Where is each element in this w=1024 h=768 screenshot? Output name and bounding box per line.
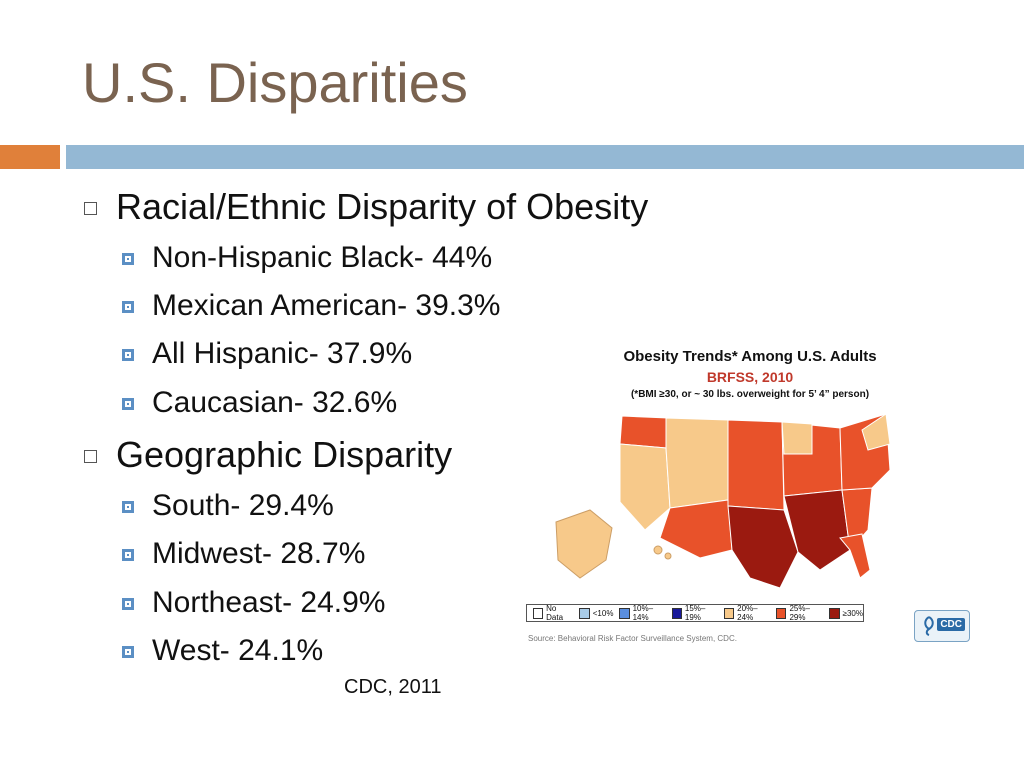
accent-bar-blue <box>66 145 1024 169</box>
square-bullet-icon <box>122 349 134 361</box>
map-title: Obesity Trends* Among U.S. Adults <box>623 348 877 365</box>
map-region-west <box>619 443 671 531</box>
legend-swatch <box>671 607 682 619</box>
list-item-label: West- 24.1% <box>152 634 324 667</box>
legend-item: <10% <box>578 607 614 619</box>
list-item-label: Mexican American- 39.3% <box>152 289 501 322</box>
list-item-label: All Hispanic- 37.9% <box>152 337 413 370</box>
hollow-square-bullet-icon <box>84 202 97 215</box>
legend-item: ≥30% <box>828 607 863 619</box>
citation: CDC, 2011 <box>344 676 442 698</box>
list-item-label: South- 29.4% <box>152 489 334 522</box>
list-item-label: Midwest- 28.7% <box>152 537 366 570</box>
square-bullet-icon <box>122 501 134 513</box>
bullet-racial-label: Racial/Ethnic Disparity of Obesity <box>116 186 649 227</box>
map-region-pacific-nw <box>619 415 669 449</box>
us-obesity-map <box>555 413 891 589</box>
list-item-label: Northeast- 24.9% <box>152 586 386 619</box>
legend-label: <10% <box>592 608 614 618</box>
legend-label: 10%–14% <box>632 604 654 622</box>
map-region-hawaii <box>653 545 663 555</box>
map-region-mountain <box>665 417 729 509</box>
map-region-florida <box>839 533 871 579</box>
map-region-alaska <box>555 509 613 579</box>
map-region-new-england <box>861 413 891 451</box>
list-item-label: Non-Hispanic Black- 44% <box>152 241 493 274</box>
legend-item: 15%–19% <box>671 604 718 622</box>
square-bullet-icon <box>122 253 134 265</box>
slide-title: U.S. Disparities <box>82 51 468 114</box>
map-region-hawaii-island <box>664 552 672 560</box>
square-bullet-icon <box>122 398 134 410</box>
legend-swatch <box>578 607 590 619</box>
legend-swatch <box>724 607 735 619</box>
legend-label: 20%–24% <box>737 604 758 622</box>
map-region-south <box>783 489 851 571</box>
legend-item: No Data <box>533 604 573 622</box>
legend-swatch <box>776 607 787 619</box>
hhs-eagle-icon <box>924 616 934 636</box>
bullet-geographic-label: Geographic Disparity <box>116 434 453 475</box>
map-note: (*BMI ≥30, or ~ 30 lbs. overweight for 5… <box>630 389 870 400</box>
accent-bar-orange <box>0 145 60 169</box>
square-bullet-icon <box>122 598 134 610</box>
square-bullet-icon <box>122 646 134 658</box>
map-region-plains <box>727 419 785 511</box>
square-bullet-icon <box>122 549 134 561</box>
map-subtitle: BRFSS, 2010 <box>706 369 794 385</box>
legend-label: ≥30% <box>842 608 863 618</box>
cdc-logo: CDC <box>914 610 970 642</box>
hollow-square-bullet-icon <box>84 450 97 463</box>
cdc-logo-text: CDC <box>937 618 965 631</box>
map-legend: No Data <10% 10%–14% 15%–19% 20%–24% 25%… <box>526 604 864 622</box>
map-source: Source: Behavioral Risk Factor Surveilla… <box>528 634 737 643</box>
map-region-minnesota <box>781 421 813 455</box>
legend-swatch <box>533 607 544 619</box>
legend-label: No Data <box>546 604 564 622</box>
legend-item: 25%–29% <box>776 604 822 622</box>
square-bullet-icon <box>122 301 134 313</box>
map-region-southwest <box>659 499 733 559</box>
legend-label: 25%–29% <box>789 604 810 622</box>
list-item-label: Caucasian- 32.6% <box>152 386 398 419</box>
legend-swatch <box>828 607 840 619</box>
map-region-texas <box>727 505 799 589</box>
legend-swatch <box>619 607 630 619</box>
legend-item: 20%–24% <box>724 604 770 622</box>
legend-item: 10%–14% <box>619 604 665 622</box>
legend-label: 15%–19% <box>684 604 706 622</box>
